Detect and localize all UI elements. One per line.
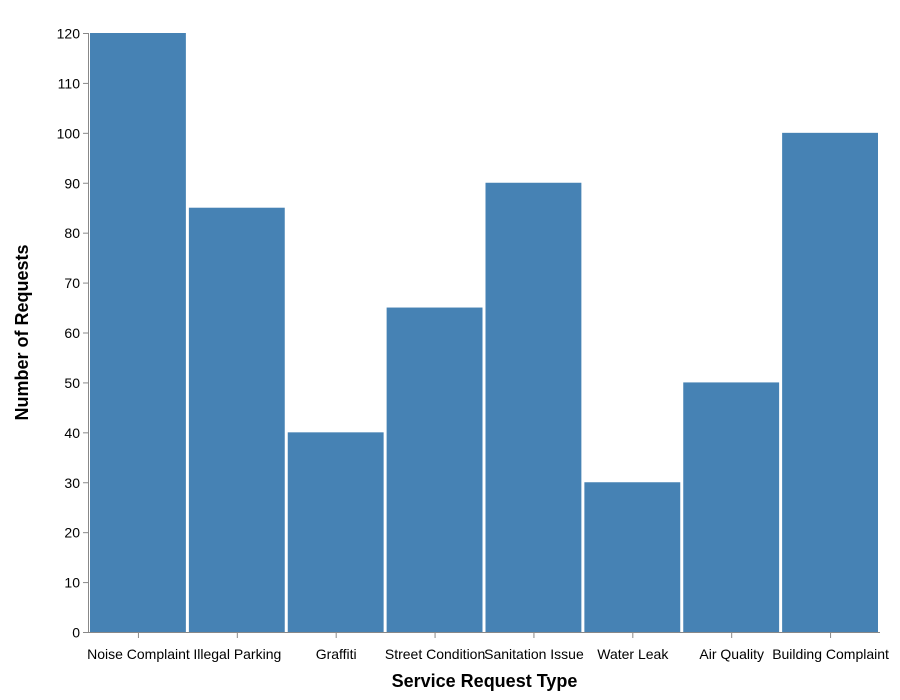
bar <box>287 432 384 632</box>
bar <box>386 307 483 632</box>
bar <box>683 382 780 632</box>
y-tick-label: 30 <box>64 475 80 491</box>
x-tick-label: Building Complaint <box>772 646 889 662</box>
y-tick-label: 10 <box>64 575 80 591</box>
x-tick-label: Noise Complaint <box>87 646 190 662</box>
y-tick-label: 120 <box>57 26 81 42</box>
y-tick-label: 50 <box>64 375 80 391</box>
y-tick-label: 20 <box>64 525 80 541</box>
y-tick-label: 40 <box>64 425 80 441</box>
bar <box>584 482 681 632</box>
y-tick-label: 70 <box>64 275 80 291</box>
y-tick-label: 80 <box>64 225 80 241</box>
bars-layer <box>90 33 878 633</box>
y-tick-label: 0 <box>72 625 80 641</box>
y-tick-label: 60 <box>64 325 80 341</box>
bar <box>485 182 582 632</box>
x-tick-label: Air Quality <box>699 646 764 662</box>
y-axis: 0 10 20 30 40 50 60 70 80 90 100 110 120 <box>57 26 89 641</box>
y-axis-title: Number of Requests <box>12 244 32 420</box>
x-tick-label: Illegal Parking <box>193 646 281 662</box>
y-tick-label: 90 <box>64 175 80 191</box>
x-tick-label: Water Leak <box>597 646 669 662</box>
x-axis: Noise Complaint Illegal Parking Graffiti St… <box>87 632 889 662</box>
x-tick-label: Sanitation Issue <box>484 646 584 662</box>
y-tick-label: 100 <box>57 125 81 141</box>
y-tick-label: 110 <box>58 75 81 91</box>
bar <box>90 33 186 632</box>
bar <box>188 207 285 633</box>
x-axis-title: Service Request Type <box>392 671 578 691</box>
x-tick-label: Graffiti <box>316 646 357 662</box>
x-tick-label: Street Condition <box>385 646 485 662</box>
bar <box>782 132 878 633</box>
